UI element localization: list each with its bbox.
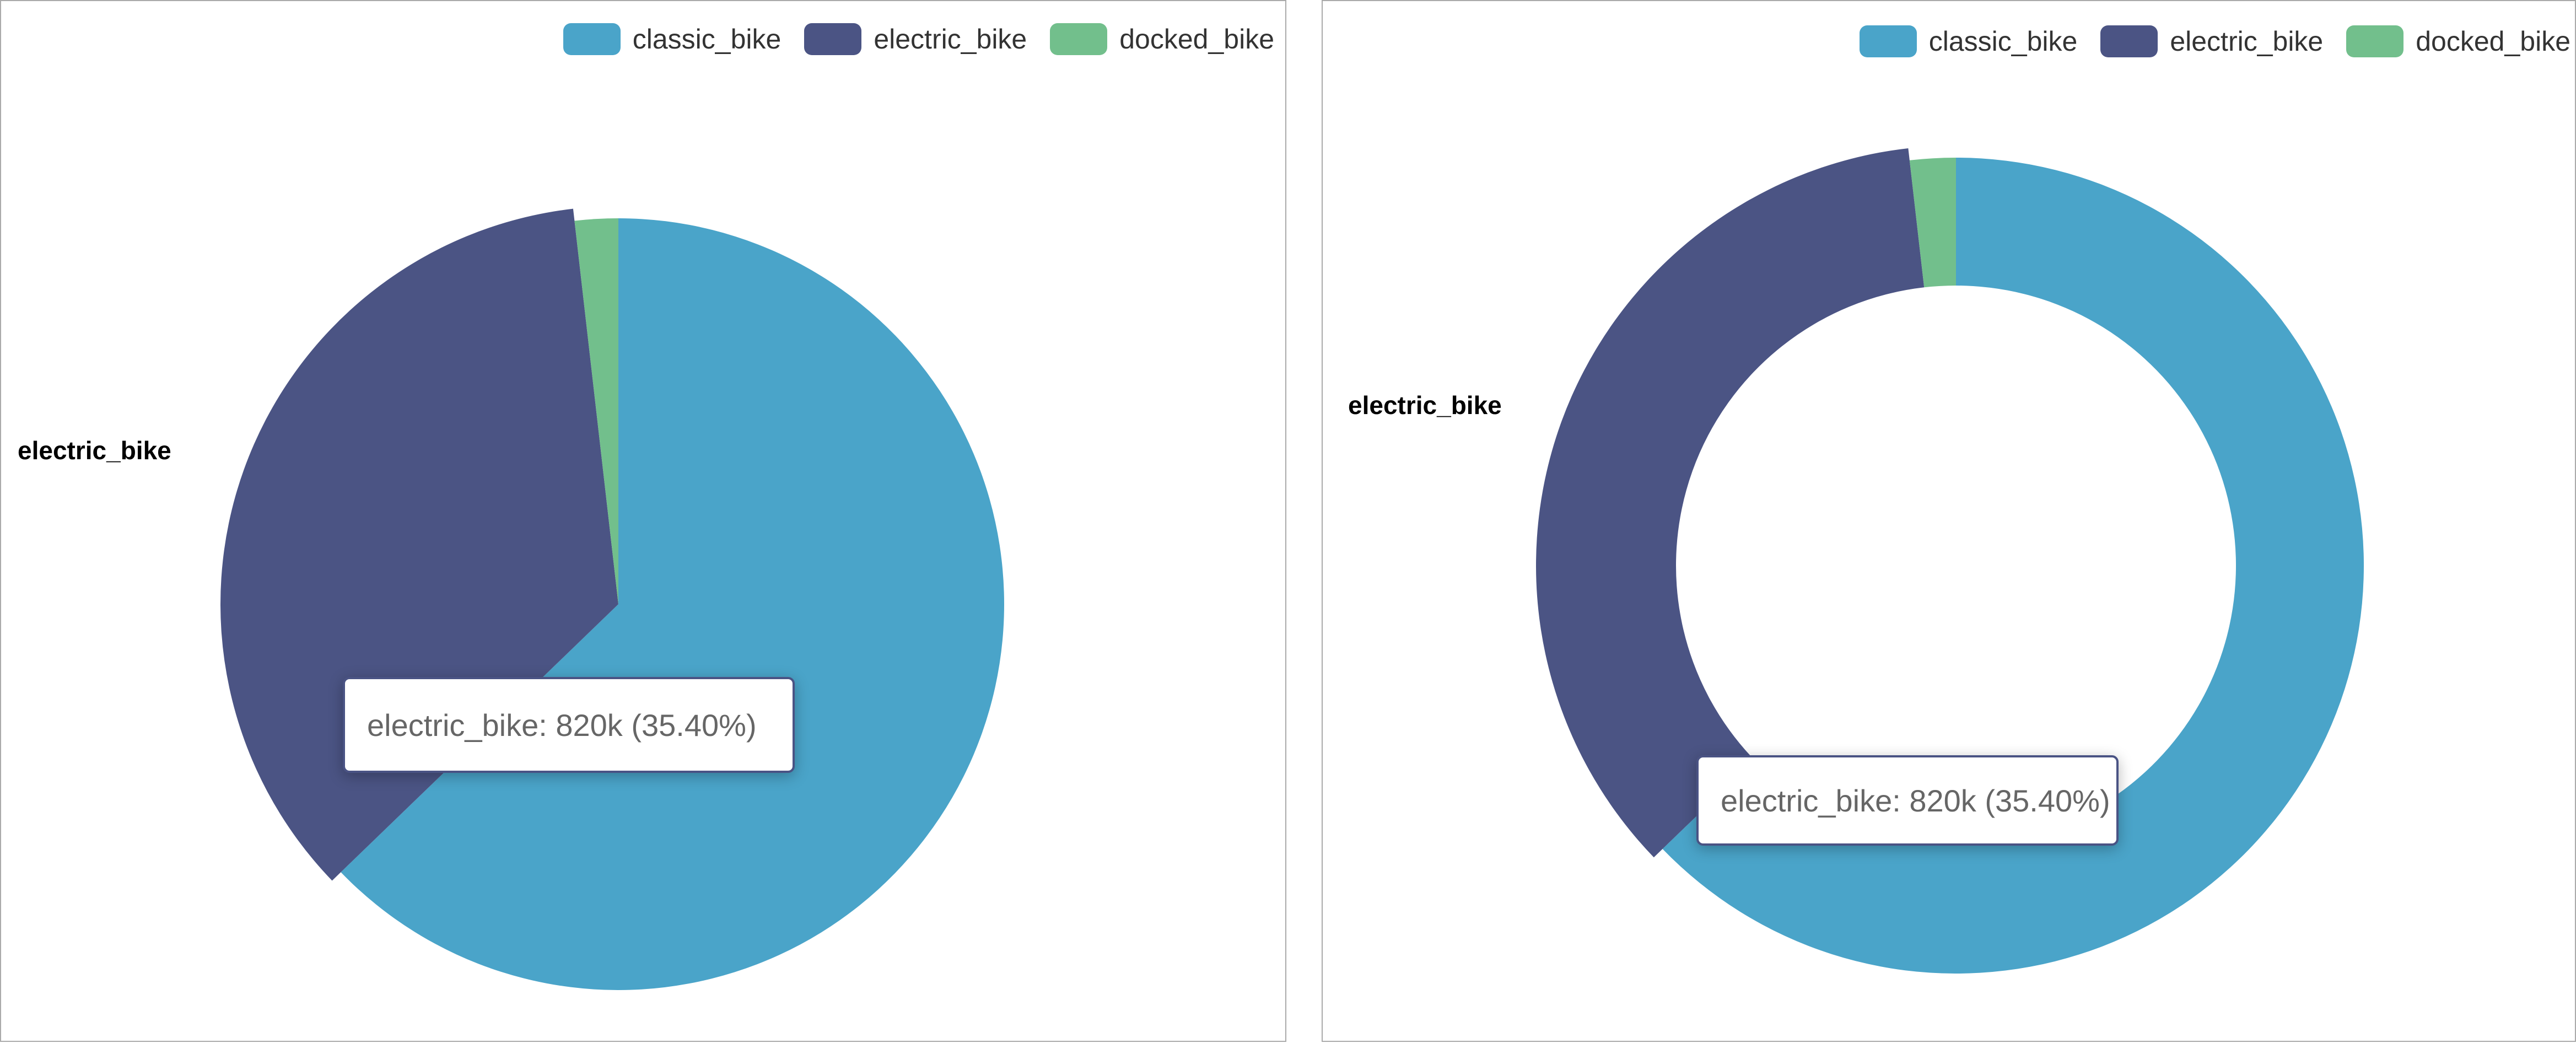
slice-electric-bike[interactable]: [220, 208, 619, 881]
series-side-label: electric_bike: [1348, 391, 1502, 420]
legend-label-docked-bike: docked_bike: [2416, 26, 2570, 57]
legend-swatch-electric-bike: [804, 23, 862, 55]
legend-item-electric-bike[interactable]: electric_bike: [2100, 25, 2323, 57]
donut-chart: [1536, 148, 2364, 974]
legend-label-classic-bike: classic_bike: [1928, 26, 2078, 57]
tooltip: electric_bike: 820k (35.40%): [1696, 755, 2119, 846]
legend-item-docked-bike[interactable]: docked_bike: [2346, 25, 2570, 57]
slice-classic-bike[interactable]: [1662, 158, 2364, 974]
legend-item-docked-bike[interactable]: docked_bike: [1050, 23, 1274, 55]
legend-label-electric-bike: electric_bike: [2170, 26, 2324, 57]
pie-chart: [220, 208, 1004, 990]
tooltip: electric_bike: 820k (35.40%): [343, 677, 795, 773]
legend-label-classic-bike: classic_bike: [632, 24, 782, 55]
legend-swatch-classic-bike: [1859, 25, 1917, 57]
legend-swatch-classic-bike: [563, 23, 621, 55]
legend-label-docked-bike: docked_bike: [1119, 24, 1274, 55]
legend-item-electric-bike[interactable]: electric_bike: [804, 23, 1027, 55]
slice-electric-bike[interactable]: [1536, 148, 1925, 858]
legend-item-classic-bike[interactable]: classic_bike: [563, 23, 782, 55]
legend-item-classic-bike[interactable]: classic_bike: [1859, 25, 2078, 57]
slice-docked-bike[interactable]: [1909, 158, 1956, 288]
legend-swatch-docked-bike: [1050, 23, 1108, 55]
series-side-label: electric_bike: [18, 436, 171, 465]
legend-label-electric-bike: electric_bike: [874, 24, 1027, 55]
legend: classic_bike electric_bike docked_bike: [1859, 25, 2570, 57]
legend-swatch-docked-bike: [2346, 25, 2404, 57]
donut-chart-panel: classic_bike electric_bike docked_bike e…: [1322, 0, 2576, 1042]
slice-classic-bike[interactable]: [341, 218, 1004, 990]
slice-docked-bike[interactable]: [574, 218, 618, 604]
pie-chart-panel: classic_bike electric_bike docked_bike e…: [0, 0, 1286, 1042]
legend-swatch-electric-bike: [2100, 25, 2158, 57]
legend: classic_bike electric_bike docked_bike: [563, 23, 1274, 55]
